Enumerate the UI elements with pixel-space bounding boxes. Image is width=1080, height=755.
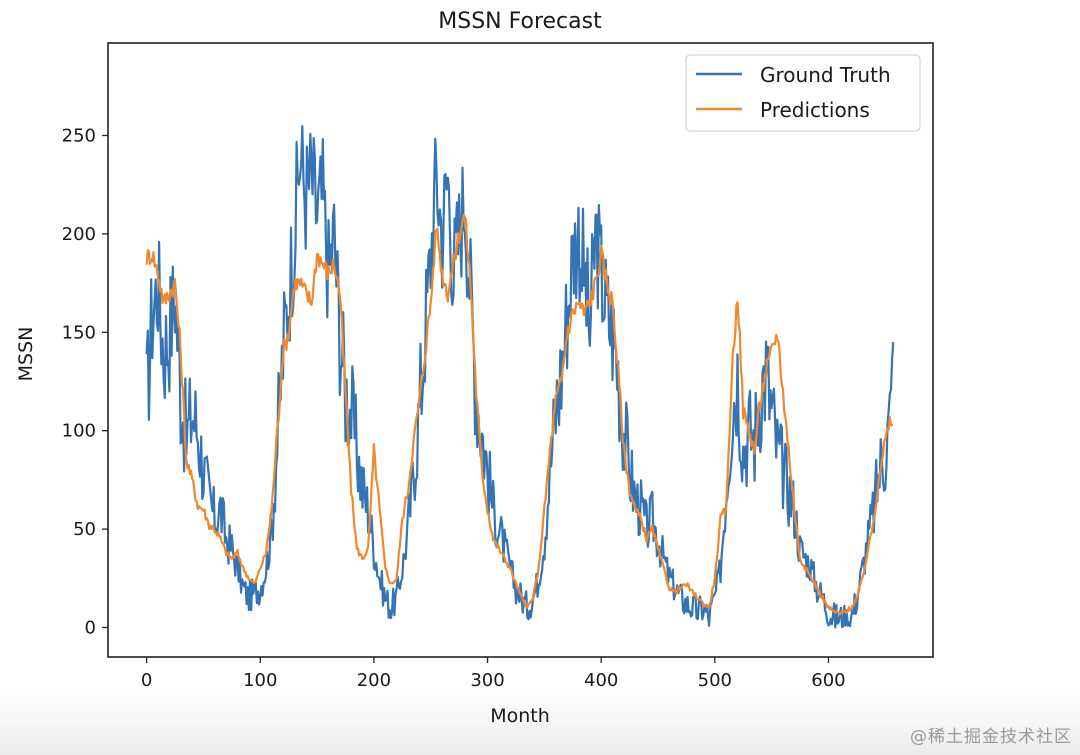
legend-label-predictions: Predictions <box>760 98 870 122</box>
watermark: @稀土掘金技术社区 <box>910 727 1072 747</box>
y-axis-label: MSSN <box>15 327 37 382</box>
x-tick-label: 0 <box>141 670 152 691</box>
x-axis-label: Month <box>490 705 550 727</box>
x-tick-label: 200 <box>357 670 391 691</box>
legend: Ground Truth Predictions <box>685 54 921 132</box>
y-axis: 0 50 100 150 200 250 <box>62 125 108 638</box>
series-line-predictions <box>145 213 894 616</box>
y-tick-label: 50 <box>73 519 96 540</box>
x-axis: 0 100 200 300 400 500 600 <box>141 657 846 691</box>
x-tick-label: 400 <box>584 670 618 691</box>
y-tick-label: 100 <box>62 421 96 442</box>
chart-title: MSSN Forecast <box>438 9 602 34</box>
y-tick-label: 150 <box>62 322 96 343</box>
x-tick-label: 600 <box>811 670 845 691</box>
page-footer-fade <box>0 690 1080 755</box>
x-tick-label: 100 <box>243 670 277 691</box>
x-tick-label: 500 <box>698 670 732 691</box>
y-tick-label: 250 <box>62 125 96 146</box>
y-tick-label: 200 <box>62 224 96 245</box>
plot-area <box>145 125 895 629</box>
legend-box <box>685 54 921 132</box>
legend-label-ground-truth: Ground Truth <box>760 63 891 87</box>
axes-frame <box>107 42 934 658</box>
y-tick-label: 0 <box>85 617 96 638</box>
x-tick-label: 300 <box>470 670 504 691</box>
